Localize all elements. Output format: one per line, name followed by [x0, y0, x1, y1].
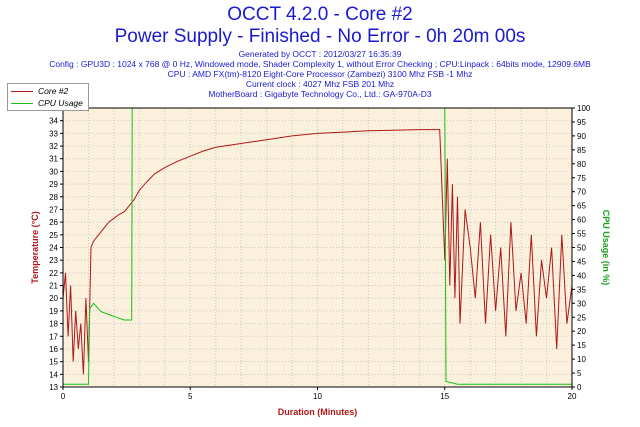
y2-tick-label: 80 [577, 160, 586, 169]
y2-tick-label: 65 [577, 202, 586, 211]
y-tick-label: 20 [49, 294, 58, 303]
legend-label-cpu: CPU Usage [38, 98, 83, 108]
y-tick-label: 32 [49, 142, 58, 151]
y2-tick-label: 15 [577, 341, 586, 350]
y-tick-label: 25 [49, 231, 58, 240]
y-tick-label: 21 [49, 282, 58, 291]
grid-lines [63, 107, 572, 388]
x-axis-ticks: 0 5 10 15 20 [61, 387, 577, 401]
y2-axis-ticks: 0 5 10 15 20 25 30 35 40 45 50 55 60 65 70 75 80 85 90 95 10… [572, 104, 591, 392]
legend-swatch-cpu [11, 102, 33, 104]
x-tick-label: 15 [440, 392, 449, 401]
legend-label-core: Core #2 [38, 86, 69, 96]
y2-tick-label: 60 [577, 216, 586, 225]
motherboard-info: MotherBoard : Gigabyte Technology Co., L… [208, 89, 432, 99]
y-tick-label: 28 [49, 193, 58, 202]
config-info: Config : GPU3D : 1024 x 768 @ 0 Hz, Wind… [49, 59, 591, 69]
cpu-info: CPU : AMD FX(tm)-8120 Eight-Core Process… [167, 69, 473, 79]
generated-info: Generated by OCCT : 2012/03/27 16:35:39 [238, 49, 402, 59]
y2-tick-label: 75 [577, 174, 586, 183]
x-tick-label: 10 [313, 392, 322, 401]
y-tick-label: 15 [49, 358, 58, 367]
y2-tick-label: 50 [577, 244, 586, 253]
clock-info: Current clock : 4027 Mhz FSB 201 Mhz [245, 79, 395, 89]
x-tick-label: 20 [568, 392, 577, 401]
y-tick-label: 17 [49, 332, 58, 341]
y2-tick-label: 35 [577, 285, 586, 294]
legend-item-core: Core #2 [11, 85, 68, 97]
y-tick-label: 16 [49, 345, 58, 354]
y2-tick-label: 30 [577, 299, 586, 308]
y-tick-label: 13 [49, 383, 58, 392]
y2-tick-label: 90 [577, 132, 586, 141]
legend-item-cpu: CPU Usage [11, 97, 83, 109]
x-axis-label: Duration (Minutes) [278, 407, 358, 417]
y2-axis-label: CPU Usage (in %) [601, 210, 611, 286]
chart-title: OCCT 4.2.0 - Core #2 [227, 4, 413, 25]
plot-frame [62, 107, 573, 388]
x-tick-label: 5 [188, 392, 193, 401]
y2-tick-label: 0 [577, 383, 582, 392]
y-tick-label: 33 [49, 129, 58, 138]
y-tick-label: 29 [49, 180, 58, 189]
y-axis-ticks: 13 14 15 16 17 18 19 20 21 22 23 24 25 26 27 28 29 30 31 32… [49, 104, 63, 392]
y2-tick-label: 20 [577, 327, 586, 336]
y2-tick-label: 5 [577, 369, 582, 378]
y2-tick-label: 70 [577, 188, 586, 197]
y2-tick-label: 85 [577, 146, 586, 155]
y2-tick-label: 55 [577, 230, 586, 239]
y-tick-label: 22 [49, 269, 58, 278]
chart-subtitle: Power Supply - Finished - No Error - 0h … [114, 26, 526, 47]
y-tick-label: 26 [49, 218, 58, 227]
y-tick-label: 19 [49, 307, 58, 316]
y2-tick-label: 40 [577, 271, 586, 280]
y-tick-label: 14 [49, 370, 58, 379]
x-tick-label: 0 [61, 392, 66, 401]
chart-legend: Core #2 CPU Usage [7, 83, 89, 111]
y-tick-label: 27 [49, 205, 58, 214]
y2-tick-label: 10 [577, 355, 586, 364]
y2-tick-label: 95 [577, 118, 586, 127]
y-tick-label: 24 [49, 244, 58, 253]
series-line-core [62, 129, 573, 375]
legend-swatch-core [11, 90, 33, 92]
y-tick-label: 30 [49, 167, 58, 176]
y-tick-label: 34 [49, 117, 58, 126]
y2-tick-label: 100 [577, 104, 591, 113]
y2-tick-label: 25 [577, 313, 586, 322]
y-tick-label: 23 [49, 256, 58, 265]
y-axis-label: Temperature (°C) [30, 211, 40, 283]
y-tick-label: 18 [49, 320, 58, 329]
y-tick-label: 31 [49, 155, 58, 164]
y2-tick-label: 45 [577, 257, 586, 266]
